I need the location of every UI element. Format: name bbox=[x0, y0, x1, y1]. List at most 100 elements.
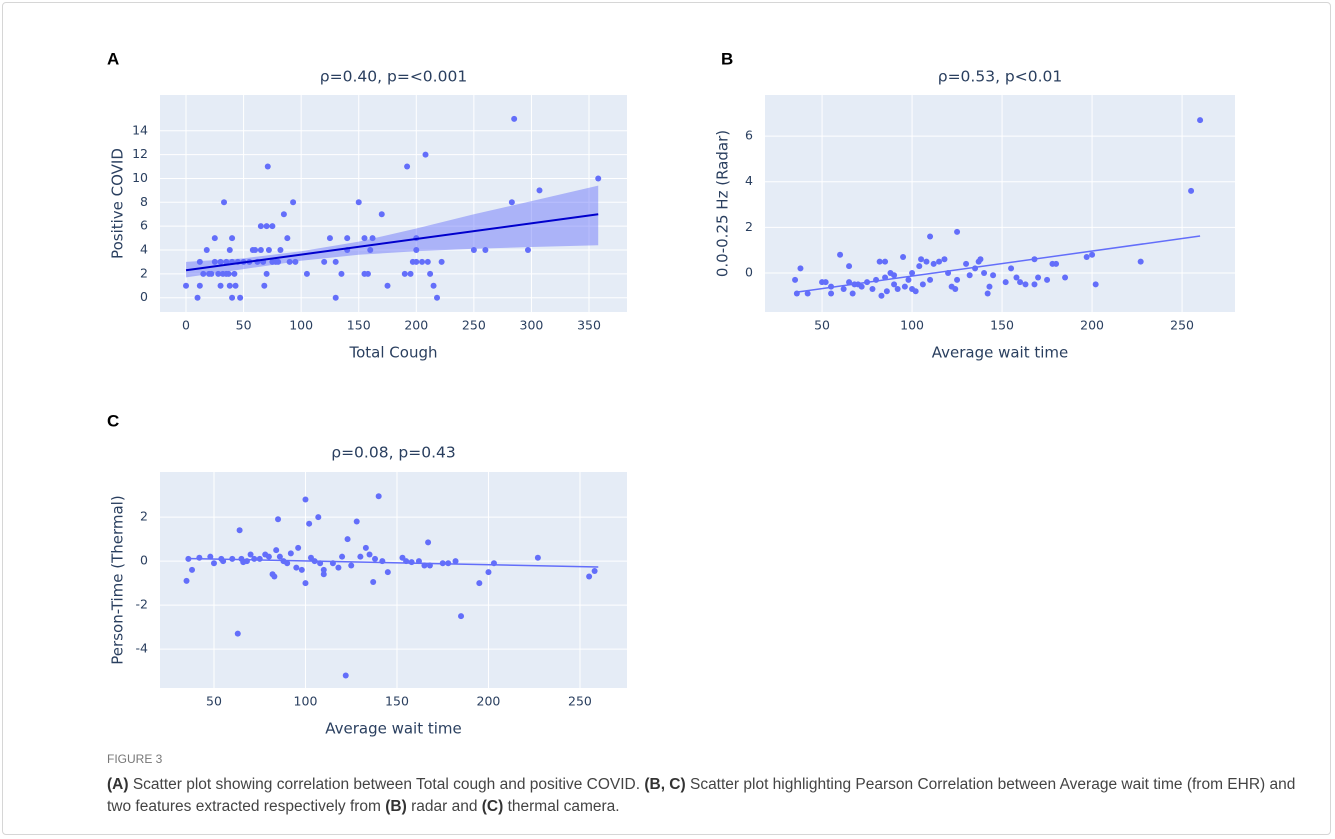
point bbox=[275, 516, 282, 523]
point bbox=[211, 258, 218, 265]
point bbox=[1017, 279, 1024, 286]
point bbox=[332, 294, 339, 301]
point bbox=[302, 496, 309, 503]
point bbox=[407, 270, 414, 277]
point bbox=[452, 558, 459, 565]
point bbox=[905, 276, 912, 283]
point bbox=[1008, 265, 1015, 272]
point bbox=[273, 547, 280, 554]
y-tick-label: 6 bbox=[745, 128, 753, 143]
point bbox=[413, 258, 420, 265]
point bbox=[284, 560, 291, 567]
fit-line bbox=[185, 213, 599, 272]
x-axis-title: Total Cough bbox=[349, 344, 438, 362]
point bbox=[891, 272, 898, 279]
point bbox=[419, 258, 426, 265]
point bbox=[366, 551, 373, 558]
point bbox=[511, 115, 518, 122]
point bbox=[837, 251, 844, 258]
chart-title: ρ=0.40, p=<0.001 bbox=[320, 68, 467, 86]
caption-part: Scatter plot highlighting Pearson Correl… bbox=[107, 776, 1296, 815]
point bbox=[261, 282, 268, 289]
chart-title: ρ=0.08, p=0.43 bbox=[331, 444, 456, 462]
point bbox=[298, 566, 305, 573]
point bbox=[858, 283, 865, 290]
x-tick-label: 350 bbox=[577, 318, 601, 333]
x-axis-title: Average wait time bbox=[325, 720, 462, 738]
point bbox=[338, 270, 345, 277]
x-tick-label: 100 bbox=[294, 694, 318, 709]
point bbox=[251, 555, 258, 562]
point bbox=[986, 283, 993, 290]
point bbox=[302, 580, 309, 587]
point bbox=[229, 235, 236, 242]
point bbox=[364, 270, 371, 277]
point bbox=[894, 285, 901, 292]
point bbox=[797, 265, 804, 272]
point bbox=[923, 258, 930, 265]
point bbox=[196, 282, 203, 289]
point bbox=[344, 235, 351, 242]
point bbox=[284, 235, 291, 242]
point bbox=[1083, 254, 1090, 261]
point bbox=[196, 554, 203, 561]
point bbox=[210, 560, 217, 567]
point bbox=[342, 672, 349, 679]
point bbox=[1053, 260, 1060, 267]
point bbox=[485, 569, 492, 576]
point bbox=[217, 282, 224, 289]
y-axis-title: Person-Time (Thermal) bbox=[109, 495, 127, 664]
point bbox=[293, 564, 300, 571]
point bbox=[952, 285, 959, 292]
point bbox=[413, 247, 420, 253]
confidence-band bbox=[186, 185, 599, 278]
x-tick-label: 250 bbox=[462, 318, 486, 333]
point bbox=[226, 247, 233, 253]
x-tick-label: 150 bbox=[990, 318, 1014, 333]
x-tick-label: 100 bbox=[289, 318, 313, 333]
point bbox=[263, 270, 270, 277]
point bbox=[792, 276, 799, 283]
panel-label: B bbox=[721, 49, 733, 68]
y-tick-label: 2 bbox=[140, 509, 148, 524]
y-tick-label: 0 bbox=[745, 264, 753, 279]
point bbox=[226, 282, 233, 289]
point bbox=[586, 573, 593, 580]
point bbox=[822, 279, 829, 286]
point bbox=[1031, 281, 1038, 288]
point bbox=[257, 247, 264, 253]
point bbox=[918, 256, 925, 263]
point bbox=[408, 559, 415, 566]
y-tick-label: 12 bbox=[132, 146, 148, 161]
y-tick-label: 8 bbox=[140, 194, 148, 209]
point bbox=[265, 247, 272, 253]
point bbox=[326, 235, 333, 242]
point bbox=[208, 270, 215, 277]
point bbox=[353, 518, 360, 525]
point bbox=[231, 270, 238, 277]
point bbox=[265, 553, 272, 560]
point bbox=[194, 294, 201, 301]
point bbox=[425, 539, 432, 546]
point bbox=[1089, 251, 1096, 258]
chart-title: ρ=0.53, p<0.01 bbox=[938, 68, 1063, 86]
point bbox=[355, 199, 362, 206]
point bbox=[237, 294, 244, 301]
point bbox=[369, 235, 376, 242]
point bbox=[434, 294, 441, 301]
point bbox=[200, 270, 207, 277]
x-tick-label: 250 bbox=[568, 694, 592, 709]
point bbox=[476, 580, 483, 587]
point bbox=[221, 199, 228, 206]
point bbox=[930, 260, 937, 267]
point bbox=[524, 247, 531, 253]
point bbox=[404, 163, 411, 170]
point bbox=[348, 562, 355, 569]
point bbox=[263, 223, 270, 230]
fit-line bbox=[794, 235, 1201, 294]
point bbox=[424, 258, 431, 265]
point bbox=[277, 247, 284, 253]
point bbox=[271, 573, 278, 580]
point bbox=[372, 555, 379, 562]
